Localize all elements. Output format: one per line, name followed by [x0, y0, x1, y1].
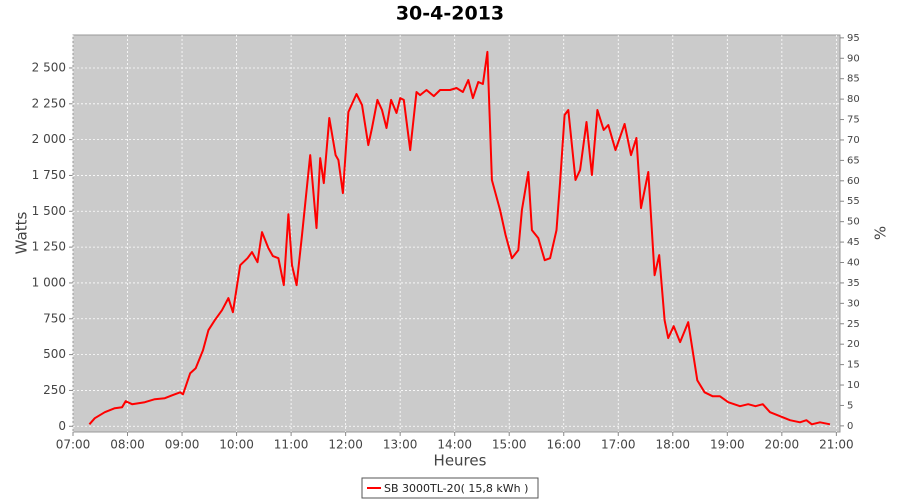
- y2-tick-label: 15: [847, 360, 860, 371]
- y-tick-label: 1 750: [32, 168, 66, 182]
- y-tick-label: 500: [43, 347, 66, 361]
- x-axis-label: Heures: [434, 452, 487, 470]
- y2-tick-label: 10: [847, 380, 860, 391]
- y2-tick-label: 75: [847, 115, 860, 126]
- x-tick-label: 19:00: [710, 438, 745, 452]
- plot-area: [72, 34, 841, 433]
- legend: SB 3000TL-20( 15,8 kWh ): [361, 477, 539, 499]
- y-tick-label: 1 250: [32, 240, 66, 254]
- y2-tick-label: 70: [847, 135, 860, 146]
- x-tick-label: 13:00: [383, 438, 418, 452]
- y2-tick-label: 95: [847, 33, 860, 44]
- legend-box: [361, 477, 539, 499]
- y2-tick-label: 35: [847, 278, 860, 289]
- x-tick-label: 21:00: [819, 438, 854, 452]
- y-tick-label: 250: [43, 383, 66, 397]
- y2-tick-label: 50: [847, 217, 860, 228]
- y-axis-label: Watts: [13, 212, 31, 255]
- y2-tick-label: 65: [847, 155, 860, 166]
- chart-title: 30-4-2013: [396, 3, 504, 25]
- line-series: [88, 50, 831, 426]
- x-tick-label: 20:00: [765, 438, 800, 452]
- x-tick-label: 10:00: [219, 438, 254, 452]
- y2-tick-label: 20: [847, 339, 860, 350]
- x-tick-label: 09:00: [165, 438, 200, 452]
- y-tick-label: 0: [58, 419, 66, 433]
- legend-label: SB 3000TL-20( 15,8 kWh ): [384, 482, 528, 495]
- y-tick-label: 1 500: [32, 204, 66, 218]
- x-tick-label: 14:00: [437, 438, 472, 452]
- y2-tick-label: 60: [847, 176, 860, 187]
- y2-tick-label: 55: [847, 196, 860, 207]
- y-tick-label: 750: [43, 311, 66, 325]
- x-tick-label: 12:00: [328, 438, 363, 452]
- y2-tick-label: 85: [847, 74, 860, 85]
- x-tick-label: 18:00: [655, 438, 690, 452]
- x-tick-label: 11:00: [274, 438, 309, 452]
- x-tick-label: 08:00: [110, 438, 145, 452]
- y2-axis-label: %: [872, 226, 890, 240]
- x-tick-label: 15:00: [492, 438, 527, 452]
- x-tick-label: 07:00: [56, 438, 91, 452]
- x-tick-label: 17:00: [601, 438, 636, 452]
- x-tick-label: 16:00: [546, 438, 581, 452]
- y2-tick-label: 30: [847, 298, 860, 309]
- y2-tick-label: 90: [847, 53, 860, 64]
- y2-tick-label: 5: [847, 400, 853, 411]
- y2-tick-label: 45: [847, 237, 860, 248]
- y2-tick-label: 25: [847, 319, 860, 330]
- y2-tick-label: 40: [847, 257, 860, 268]
- y-tick-label: 1 000: [32, 275, 66, 289]
- y2-tick-label: 80: [847, 94, 860, 105]
- y-tick-label: 2 500: [32, 60, 66, 74]
- y2-tick-label: 0: [847, 421, 853, 432]
- y-tick-label: 2 000: [32, 132, 66, 146]
- y-tick-label: 2 250: [32, 96, 66, 110]
